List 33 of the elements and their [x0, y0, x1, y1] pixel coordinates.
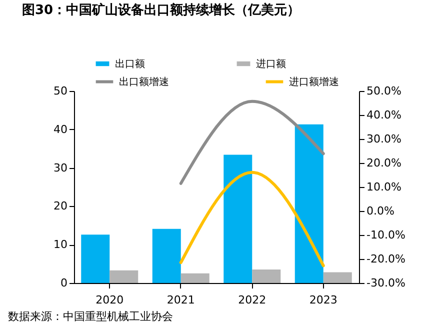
bar [294, 124, 324, 283]
source-note: 数据来源：中国重型机械工业协会 [8, 309, 174, 324]
legend-label: 进口额增速 [289, 76, 339, 88]
legend-label: 出口额 [115, 58, 145, 70]
y-tick-label: 20 [54, 200, 68, 213]
y2-tick-label: 30.0% [366, 132, 402, 146]
y-tick-label: 40 [54, 122, 68, 136]
y-tick-label: 10 [54, 238, 68, 252]
y2-tick-label: 50.0% [366, 84, 402, 98]
y2-tick-label: 40.0% [366, 108, 402, 122]
bar [81, 234, 110, 283]
y2-tick-label: -10.0% [366, 228, 406, 242]
bar [110, 270, 138, 283]
legend-label: 出口额增速 [119, 76, 169, 88]
x-tick-label: 2021 [166, 294, 195, 306]
x-tick-label: 2023 [309, 294, 338, 306]
y2-tick-label: 20.0% [366, 156, 402, 170]
legend-label: 进口额 [256, 58, 286, 70]
x-tick-label: 2022 [238, 294, 266, 306]
y-tick-label: 0 [60, 276, 68, 290]
bar [323, 272, 352, 283]
y2-tick-label: -30.0% [366, 276, 406, 290]
y-tick-label: 50 [54, 84, 68, 98]
bar [180, 273, 210, 283]
bar [252, 270, 281, 283]
chart-title: 图30：中国矿山设备出口额持续增长（亿美元） [22, 2, 300, 18]
y2-tick-label: 10.0% [366, 180, 402, 194]
y-tick-label: 30 [54, 161, 68, 174]
y2-tick-label: 0.0% [366, 204, 394, 218]
y2-tick-label: -20.0% [366, 252, 406, 266]
bar [224, 154, 252, 283]
x-tick-label: 2020 [96, 294, 124, 306]
bar [152, 228, 181, 283]
